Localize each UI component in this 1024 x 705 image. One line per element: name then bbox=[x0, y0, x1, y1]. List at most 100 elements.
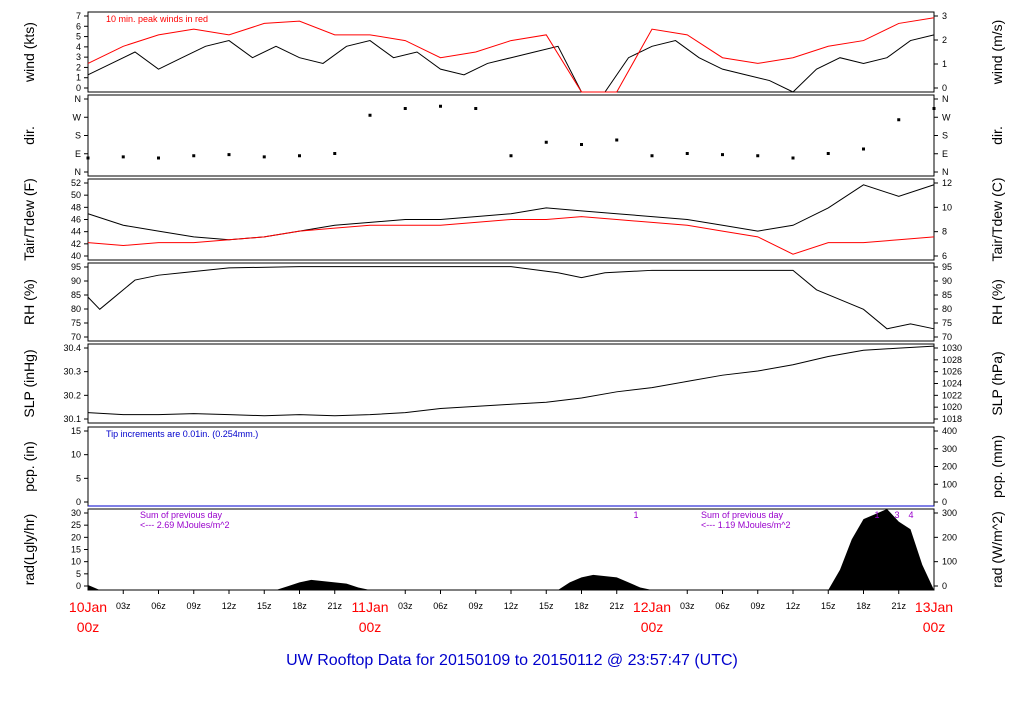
y-label-right-precipitation: pcp. (mm) bbox=[989, 435, 1005, 498]
tick-label-right-radiation: 200 bbox=[942, 532, 957, 542]
tick-label-left-temperature: 44 bbox=[71, 227, 81, 237]
x-tick-label: 21z bbox=[327, 601, 342, 611]
tick-label-right-direction: N bbox=[942, 94, 949, 104]
y-label-left-humidity: RH (%) bbox=[21, 279, 37, 325]
annotation-wind: 10 min. peak winds in red bbox=[106, 14, 208, 24]
radiation-marker: 1 bbox=[874, 510, 879, 520]
data-point-direction bbox=[368, 113, 372, 117]
tick-label-left-pressure: 30.3 bbox=[63, 367, 81, 377]
panel-frame-direction bbox=[87, 94, 935, 177]
y-label-right-pressure: SLP (hPa) bbox=[989, 351, 1005, 415]
x-tick-label: 06z bbox=[433, 601, 448, 611]
x-tick-label: 09z bbox=[468, 601, 483, 611]
x-tick-label: 03z bbox=[680, 601, 695, 611]
tick-label-right-wind: 3 bbox=[942, 11, 947, 21]
tick-label-right-radiation: 0 bbox=[942, 581, 947, 591]
x-tick-label: 21z bbox=[891, 601, 906, 611]
tick-label-left-precipitation: 10 bbox=[71, 450, 81, 460]
tick-label-right-precipitation: 100 bbox=[942, 479, 957, 489]
panel-frame-wind bbox=[87, 11, 935, 93]
radiation-marker: 3 bbox=[894, 510, 899, 520]
tick-label-left-humidity: 95 bbox=[71, 262, 81, 272]
line-series-wind-0 bbox=[87, 34, 935, 93]
tick-label-right-pressure: 1028 bbox=[942, 355, 962, 365]
tick-label-left-radiation: 5 bbox=[76, 569, 81, 579]
tick-label-right-temperature: 6 bbox=[942, 251, 947, 261]
x-tick-label: 06z bbox=[151, 601, 166, 611]
day-sublabel: 00z bbox=[77, 619, 100, 635]
data-point-direction bbox=[685, 152, 689, 155]
y-label-right-temperature: Tair/Tdew (C) bbox=[989, 177, 1005, 261]
y-label-left-pressure: SLP (inHg) bbox=[21, 349, 37, 417]
tick-label-right-humidity: 95 bbox=[942, 262, 952, 272]
tick-label-left-wind: 0 bbox=[76, 83, 81, 93]
tick-label-left-pressure: 30.1 bbox=[63, 414, 81, 424]
tick-label-right-temperature: 10 bbox=[942, 202, 952, 212]
data-point-direction bbox=[580, 143, 583, 146]
tick-label-right-radiation: 300 bbox=[942, 508, 957, 518]
tick-label-right-precipitation: 400 bbox=[942, 426, 957, 436]
day-label: 10Jan bbox=[69, 599, 107, 615]
tick-label-right-precipitation: 200 bbox=[942, 462, 957, 472]
tick-label-left-temperature: 46 bbox=[71, 215, 81, 225]
tick-label-left-wind: 2 bbox=[76, 62, 81, 72]
tick-label-left-humidity: 70 bbox=[71, 332, 81, 342]
tick-label-right-humidity: 70 bbox=[942, 332, 952, 342]
tick-label-right-wind: 2 bbox=[942, 35, 947, 45]
y-label-left-precipitation: pcp. (in) bbox=[21, 441, 37, 492]
panel-frame-pressure bbox=[87, 343, 935, 424]
data-point-direction bbox=[121, 155, 125, 159]
y-label-left-radiation: rad(Lgly/hr) bbox=[21, 514, 37, 586]
tick-label-right-pressure: 1022 bbox=[942, 390, 962, 400]
tick-label-left-temperature: 52 bbox=[71, 178, 81, 188]
panel-frame-humidity bbox=[87, 262, 935, 342]
tick-label-left-direction: N bbox=[75, 167, 82, 177]
x-tick-label: 03z bbox=[398, 601, 413, 611]
tick-label-right-humidity: 85 bbox=[942, 290, 952, 300]
y-label-right-radiation: rad (W/m^2) bbox=[989, 511, 1005, 588]
tick-label-left-radiation: 15 bbox=[71, 545, 81, 555]
tick-label-right-pressure: 1018 bbox=[942, 414, 962, 424]
tick-label-right-pressure: 1030 bbox=[942, 343, 962, 353]
tick-label-left-direction: S bbox=[75, 131, 81, 141]
x-tick-label: 18z bbox=[292, 601, 307, 611]
tick-label-right-wind: 0 bbox=[942, 83, 947, 93]
tick-label-left-temperature: 40 bbox=[71, 251, 81, 261]
data-point-direction bbox=[227, 153, 231, 157]
x-tick-label: 03z bbox=[116, 601, 131, 611]
data-point-direction bbox=[544, 140, 548, 144]
x-tick-label: 12z bbox=[222, 601, 237, 611]
tick-label-right-temperature: 8 bbox=[942, 227, 947, 237]
day-label: 12Jan bbox=[633, 599, 671, 615]
line-series-wind-1 bbox=[87, 17, 935, 93]
tick-label-left-direction: N bbox=[75, 94, 82, 104]
day-sublabel: 00z bbox=[641, 619, 664, 635]
tick-label-left-radiation: 30 bbox=[71, 508, 81, 518]
data-point-direction bbox=[192, 154, 196, 158]
data-point-direction bbox=[650, 154, 654, 158]
tick-label-left-temperature: 48 bbox=[71, 202, 81, 212]
tick-label-left-humidity: 80 bbox=[71, 304, 81, 314]
tick-label-left-precipitation: 5 bbox=[76, 473, 81, 483]
data-point-direction bbox=[474, 107, 478, 110]
tick-label-right-precipitation: 300 bbox=[942, 444, 957, 454]
radiation-note-line2: <--- 2.69 MJoules/m^2 bbox=[140, 520, 230, 530]
x-tick-label: 09z bbox=[186, 601, 201, 611]
data-point-direction bbox=[615, 138, 619, 142]
tick-label-right-wind: 1 bbox=[942, 59, 947, 69]
tick-label-left-wind: 3 bbox=[76, 52, 81, 62]
tick-label-right-humidity: 75 bbox=[942, 318, 952, 328]
tick-label-left-wind: 7 bbox=[76, 11, 81, 21]
data-point-direction bbox=[509, 154, 513, 158]
data-point-direction bbox=[932, 107, 936, 110]
tick-label-left-wind: 1 bbox=[76, 73, 81, 83]
data-point-direction bbox=[791, 156, 795, 160]
data-point-direction bbox=[439, 104, 442, 108]
tick-label-right-direction: S bbox=[942, 131, 948, 141]
y-label-right-wind: wind (m/s) bbox=[989, 20, 1005, 86]
tick-label-right-direction: W bbox=[942, 112, 951, 122]
chart-footer-title: UW Rooftop Data for 20150109 to 20150112… bbox=[286, 652, 738, 669]
x-tick-label: 12z bbox=[786, 601, 801, 611]
tick-label-right-pressure: 1024 bbox=[942, 379, 962, 389]
